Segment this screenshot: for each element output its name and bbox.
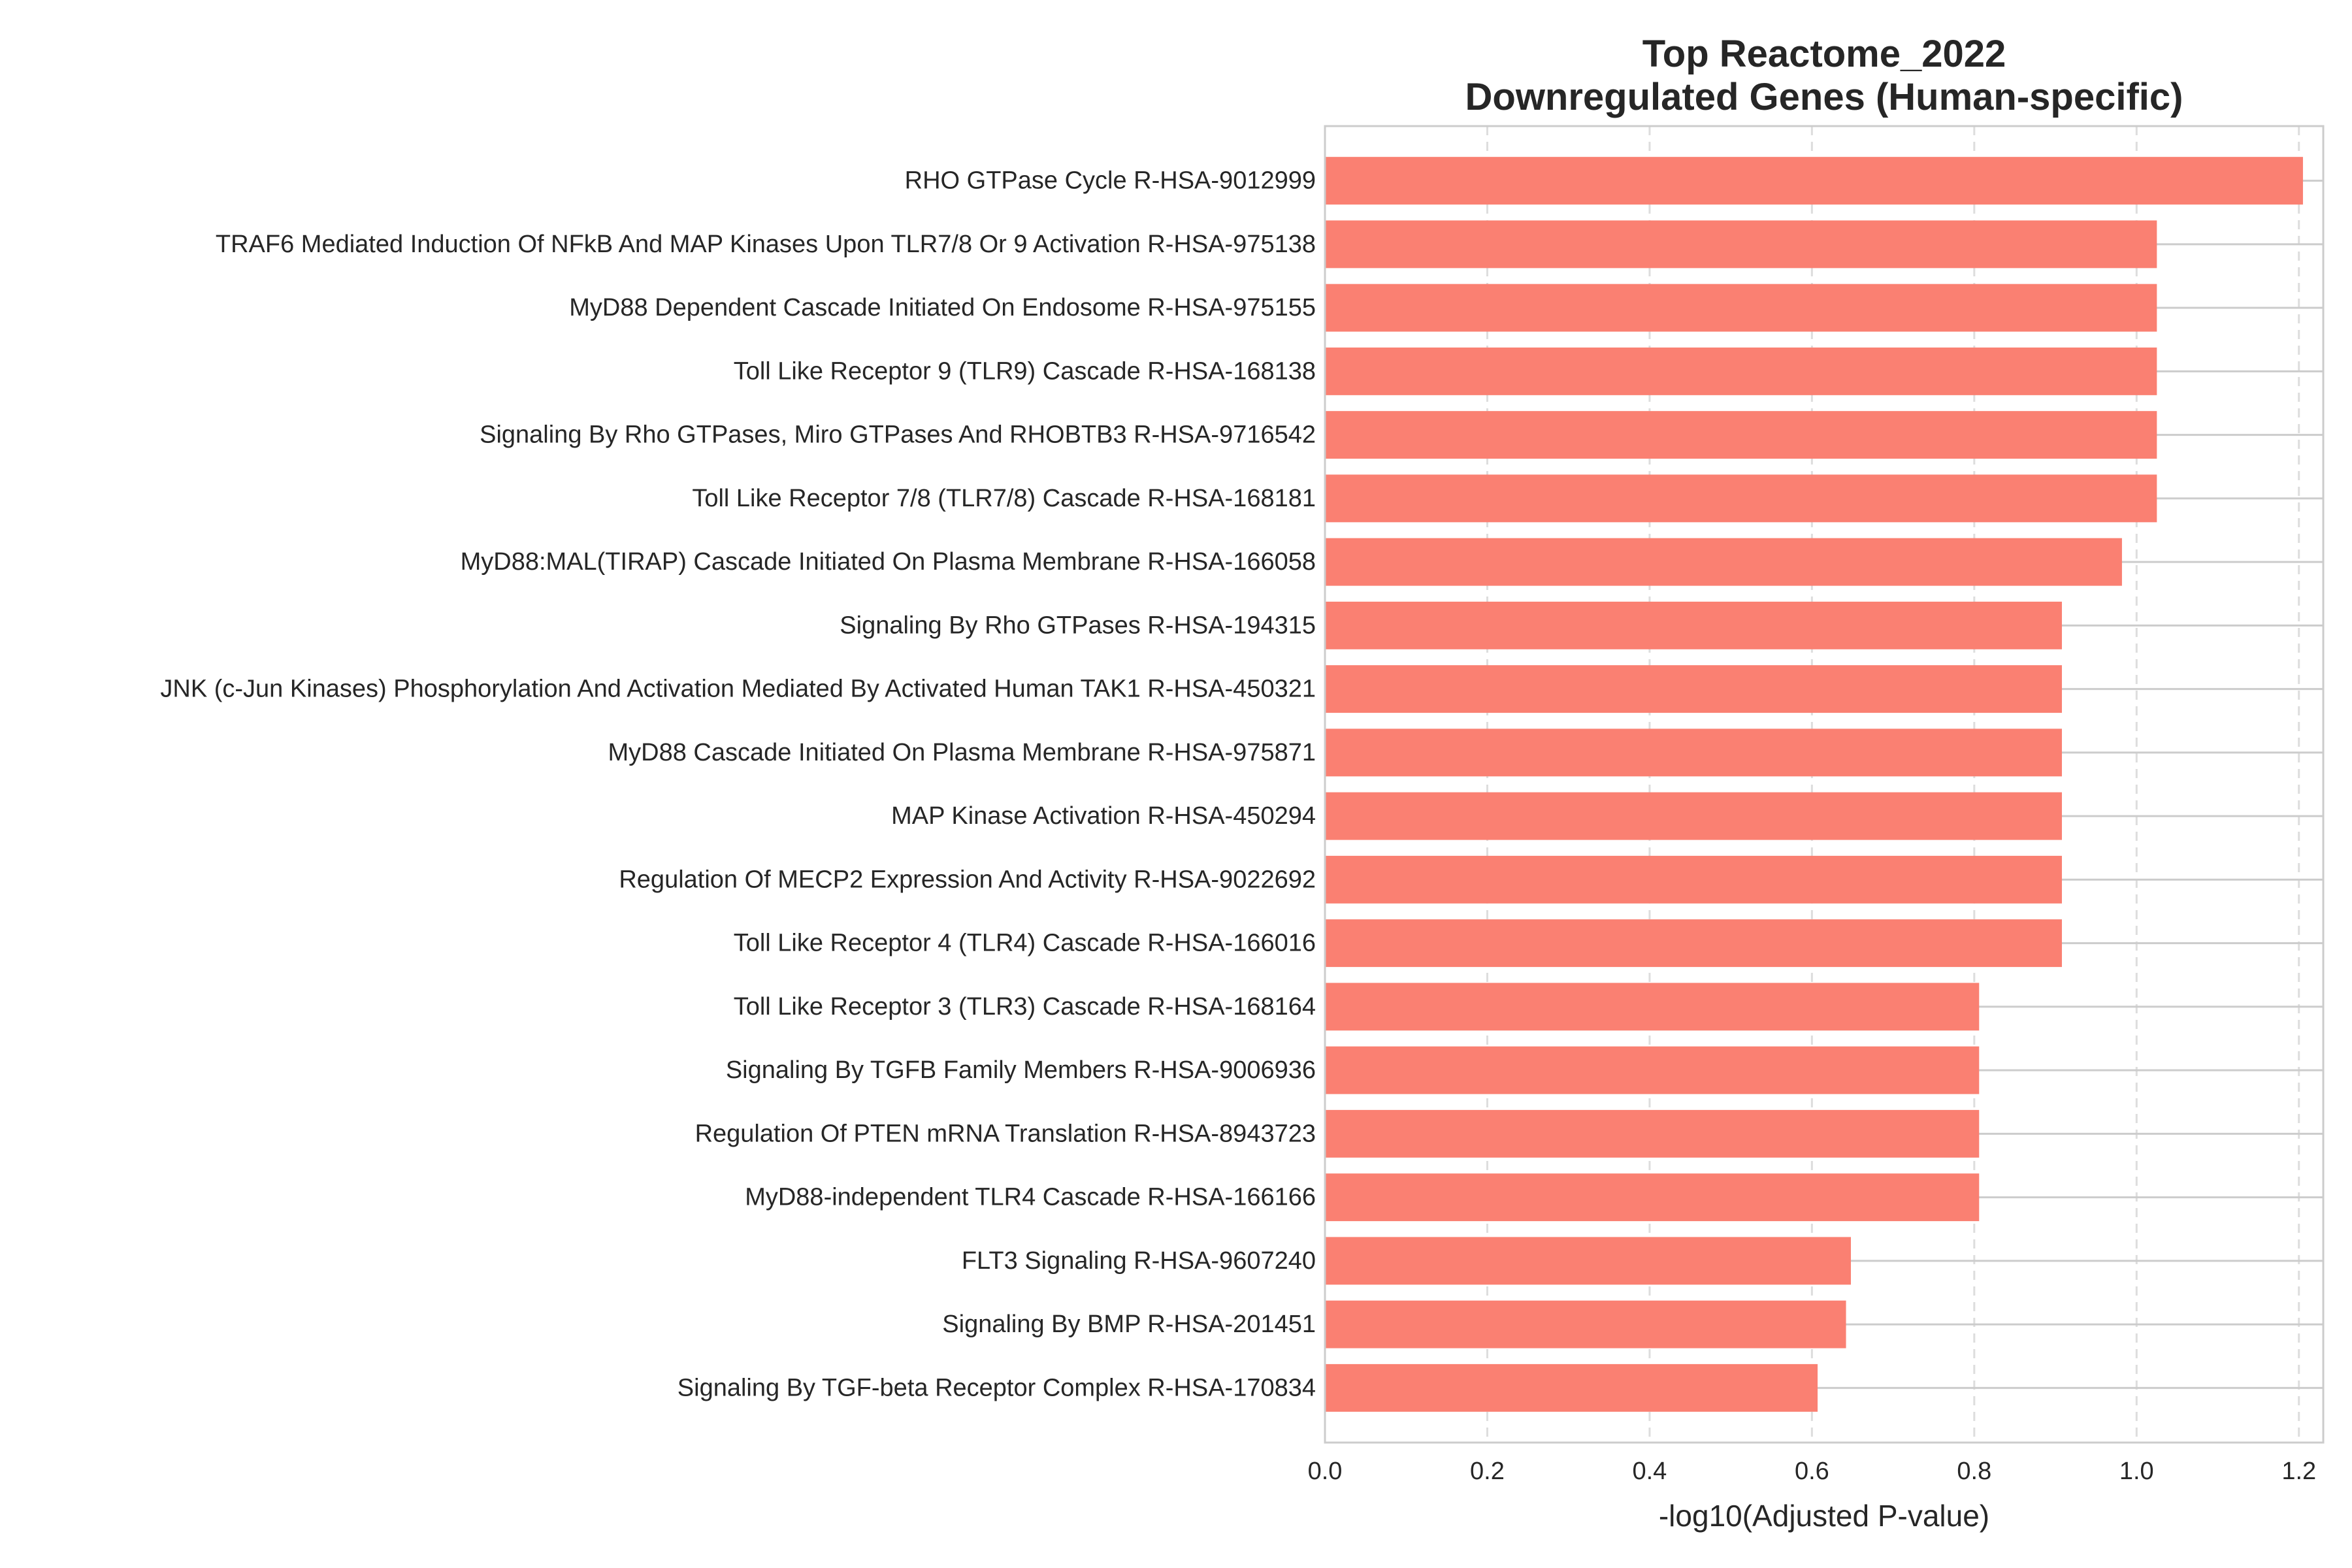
category-label: Signaling By Rho GTPases, Miro GTPases A… [480,421,1316,449]
chart-title-line: Top Reactome_2022 [1642,33,2006,75]
bar [1325,1237,1851,1285]
bar-layer [1325,157,2303,1412]
bar [1325,1364,1818,1412]
category-labels: RHO GTPase Cycle R-HSA-9012999 TRAF6 Medi… [160,167,1316,1402]
x-tick-label: 1.0 [2119,1458,2154,1485]
category-label: Signaling By TGF-beta Receptor Complex R… [678,1374,1316,1401]
category-label: MyD88-independent TLR4 Cascade R-HSA-166… [745,1184,1316,1211]
category-label: Toll Like Receptor 3 (TLR3) Cascade R-HS… [734,993,1316,1021]
bar [1325,665,2062,713]
bar [1325,1046,1980,1094]
category-label: Signaling By TGFB Family Members R-HSA-9… [726,1056,1316,1084]
bar [1325,1300,1846,1348]
bar [1325,411,2157,459]
category-label: Toll Like Receptor 9 (TLR9) Cascade R-HS… [734,357,1316,385]
category-label: Signaling By Rho GTPases R-HSA-194315 [840,612,1316,639]
x-tick-label: 0.2 [1470,1458,1505,1485]
bar [1325,919,2062,968]
category-label: RHO GTPase Cycle R-HSA-9012999 [905,167,1316,195]
category-label: MAP Kinase Activation R-HSA-450294 [891,802,1316,830]
category-label: Regulation Of PTEN mRNA Translation R-HS… [695,1120,1316,1147]
x-tick-labels: 0.0 0.2 0.4 0.6 0.8 1.0 1.2 [1308,1458,2317,1485]
category-label: MyD88 Dependent Cascade Initiated On End… [569,294,1316,321]
x-tick-label: 0.0 [1308,1458,1343,1485]
category-label: Signaling By BMP R-HSA-201451 [942,1311,1316,1338]
category-label: MyD88:MAL(TIRAP) Cascade Initiated On Pl… [461,548,1316,576]
chart-title-line: Downregulated Genes (Human-specific) [1465,76,2183,118]
category-label: JNK (c-Jun Kinases) Phosphorylation And … [160,676,1316,703]
bar [1325,1173,1980,1222]
category-label: Toll Like Receptor 4 (TLR4) Cascade R-HS… [734,930,1316,957]
bar [1325,220,2157,269]
chart-title: Top Reactome_2022 Downregulated Genes (Hu… [1465,33,2183,118]
bar [1325,855,2062,904]
bar [1325,284,2157,332]
x-axis-label: -log10(Adjusted P-value) [1659,1499,1989,1533]
x-tick-label: 0.8 [1957,1458,1991,1485]
bar [1325,1109,1980,1158]
bar [1325,538,2122,586]
category-label: MyD88 Cascade Initiated On Plasma Membra… [608,739,1316,766]
x-tick-label: 0.6 [1795,1458,1829,1485]
bar [1325,728,2062,777]
plot-frame [1324,125,2325,1444]
x-tick-label: 1.2 [2281,1458,2316,1485]
category-label: TRAF6 Mediated Induction Of NFkB And MAP… [216,231,1316,258]
category-label: FLT3 Signaling R-HSA-9607240 [962,1247,1316,1275]
bar [1325,983,1980,1031]
bar [1325,347,2157,395]
x-tick-label: 0.4 [1632,1458,1667,1485]
bar [1325,474,2157,523]
category-label: Regulation Of MECP2 Expression And Activ… [619,866,1316,893]
bar [1325,601,2062,649]
bar [1325,157,2303,205]
category-label: Toll Like Receptor 7/8 (TLR7/8) Cascade … [692,485,1316,512]
bar [1325,792,2062,840]
